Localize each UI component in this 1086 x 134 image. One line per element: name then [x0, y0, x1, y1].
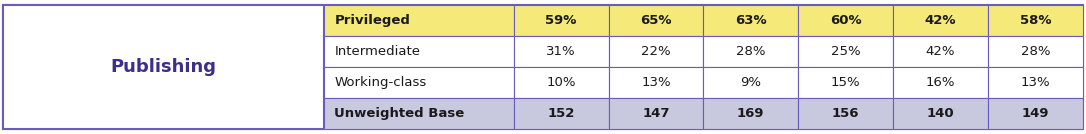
Bar [324, 98, 514, 129]
Bar [893, 98, 988, 129]
Bar [324, 36, 514, 67]
Bar [608, 36, 704, 67]
Bar [608, 67, 704, 98]
Bar [893, 67, 988, 98]
Text: 16%: 16% [925, 76, 956, 89]
Bar [704, 98, 798, 129]
Text: 147: 147 [642, 107, 670, 120]
Text: Publishing: Publishing [111, 58, 216, 76]
Text: 15%: 15% [831, 76, 860, 89]
Text: 65%: 65% [640, 14, 672, 27]
Bar [988, 67, 1083, 98]
Text: Unweighted Base: Unweighted Base [334, 107, 465, 120]
Bar [798, 5, 893, 36]
Text: 156: 156 [832, 107, 859, 120]
Bar [514, 98, 608, 129]
Bar [514, 5, 608, 36]
Bar [988, 5, 1083, 36]
Text: 152: 152 [547, 107, 574, 120]
Text: 28%: 28% [1021, 45, 1050, 58]
Bar [798, 36, 893, 67]
Bar [608, 5, 704, 36]
Text: 31%: 31% [546, 45, 576, 58]
Text: 9%: 9% [741, 76, 761, 89]
Bar [514, 67, 608, 98]
Bar [704, 36, 798, 67]
Text: 59%: 59% [545, 14, 577, 27]
Text: 58%: 58% [1020, 14, 1051, 27]
Text: 60%: 60% [830, 14, 861, 27]
Text: 22%: 22% [641, 45, 671, 58]
Text: 13%: 13% [1021, 76, 1050, 89]
Bar [988, 36, 1083, 67]
Text: 10%: 10% [546, 76, 576, 89]
Text: 169: 169 [737, 107, 765, 120]
Text: 149: 149 [1022, 107, 1049, 120]
Bar [704, 5, 798, 36]
Text: 28%: 28% [736, 45, 766, 58]
Bar [988, 98, 1083, 129]
Text: Privileged: Privileged [334, 14, 411, 27]
Text: 42%: 42% [924, 14, 957, 27]
Text: Working-class: Working-class [334, 76, 427, 89]
Bar [3, 5, 324, 129]
Text: 63%: 63% [735, 14, 767, 27]
Bar [798, 67, 893, 98]
Bar [514, 36, 608, 67]
Bar [324, 5, 514, 36]
Bar [893, 5, 988, 36]
Text: 13%: 13% [641, 76, 671, 89]
Bar [704, 67, 798, 98]
Text: 140: 140 [926, 107, 955, 120]
Text: 25%: 25% [831, 45, 860, 58]
Bar [893, 36, 988, 67]
Bar [324, 67, 514, 98]
Bar [608, 98, 704, 129]
Bar [798, 98, 893, 129]
Text: 42%: 42% [925, 45, 956, 58]
Text: Intermediate: Intermediate [334, 45, 420, 58]
